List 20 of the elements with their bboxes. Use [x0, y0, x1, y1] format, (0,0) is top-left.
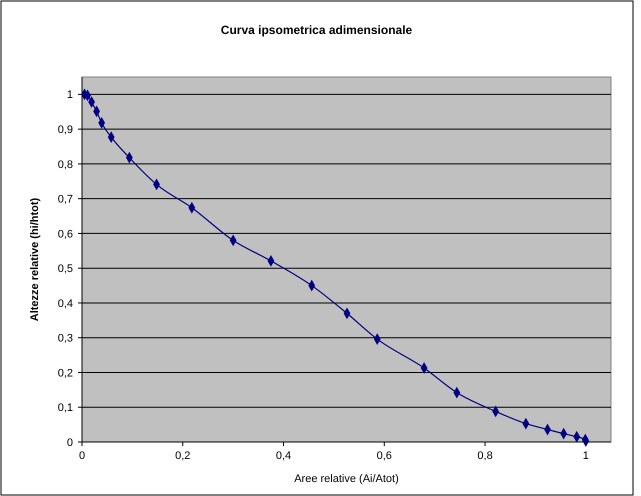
y-tick-label: 0,5	[58, 263, 73, 276]
y-tick-label: 0,6	[58, 228, 73, 240]
x-tick-label: 1	[582, 450, 589, 462]
x-tick-label: 0,6	[376, 450, 392, 462]
x-tick-label: 0,4	[276, 450, 292, 462]
y-tick-label: 0,3	[58, 332, 73, 345]
x-tick-label: 0	[78, 450, 86, 462]
y-tick-label: 1	[66, 89, 73, 102]
y-tick-label: 0,1	[58, 402, 73, 414]
chart-title: Curva ipsometrica adimensionale	[220, 23, 413, 37]
y-tick-label: 0,8	[58, 158, 73, 171]
y-tick-label: 0,4	[58, 298, 73, 310]
y-tick-label: 0	[66, 436, 73, 449]
x-tick-label: 0,8	[477, 450, 493, 462]
y-axis-title: Altezze relative (hi/htot)	[29, 197, 41, 322]
y-tick-label: 0,2	[58, 367, 73, 380]
y-tick-label: 0,9	[58, 124, 73, 136]
y-tick-label: 0,7	[58, 194, 73, 206]
x-axis-title: Aree relative (Ai/Atot)	[294, 473, 399, 485]
x-tick-label: 0,2	[175, 450, 190, 462]
